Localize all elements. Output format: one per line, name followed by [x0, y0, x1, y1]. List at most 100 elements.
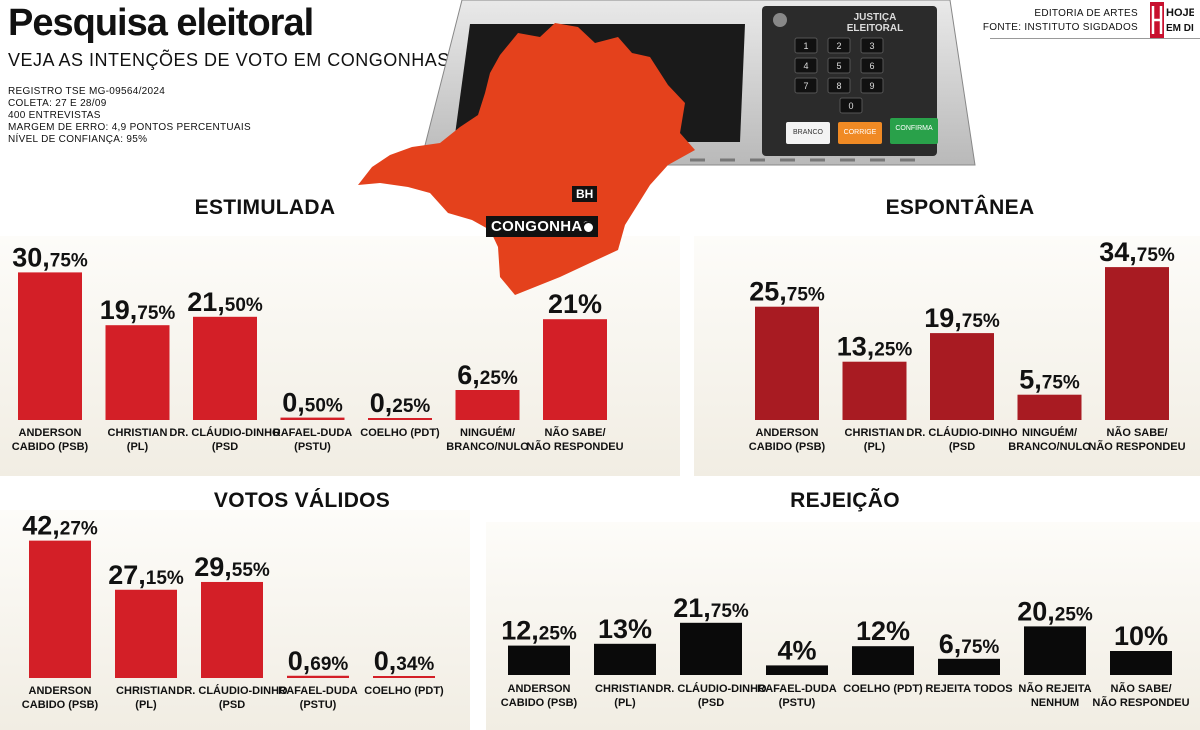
- meta-entrevistas: 400 ENTREVISTAS: [8, 110, 101, 121]
- category-label-line: NENHUM: [1030, 697, 1080, 709]
- category-label-line: CABIDO (PSB): [748, 441, 826, 453]
- estimulada-title: ESTIMULADA: [194, 196, 336, 219]
- svg-text:8: 8: [836, 81, 841, 91]
- category-label-line: (PL): [135, 699, 157, 711]
- page-subtitle: VEJA AS INTENÇÕES DE VOTO EM CONGONHAS: [8, 50, 450, 70]
- category-label-line: (PL): [614, 697, 636, 709]
- category-label: ANDERSON CABIDO (PSB): [749, 426, 825, 454]
- svg-text:ELEITORAL: ELEITORAL: [847, 23, 903, 34]
- category-label: CHRISTIAN (PL): [595, 682, 655, 710]
- rejeicao-chart: 12,25% 13% 21,75% 4% 12% 6,75% 20,25% 10% ANDERS…: [486, 560, 1200, 730]
- bar: [373, 676, 435, 678]
- category-label-line: COELHO (PDT): [843, 683, 923, 695]
- validos-title: VOTOS VÁLIDOS: [213, 489, 391, 512]
- bar-value-label: 34,75%: [1099, 237, 1175, 267]
- bar: [105, 325, 170, 420]
- bar: [755, 306, 819, 420]
- category-label-line: ANDERSON: [755, 427, 819, 439]
- category-label-line: (PSTU): [294, 441, 331, 453]
- bar: [766, 665, 828, 675]
- validos-chart: 42,27% 27,15% 29,55% 0,69% 0,34% ANDERSON CABI…: [0, 500, 470, 730]
- bar: [594, 643, 656, 675]
- category-label-line: RAFAEL-DUDA: [272, 427, 353, 439]
- category-label-line: CABIDO (PSB): [500, 697, 578, 709]
- bar: [1110, 651, 1172, 675]
- espontanea-title: ESPONTÂNEA: [885, 196, 1035, 219]
- category-label-line: ANDERSON: [507, 683, 571, 695]
- bar-value-label: 13%: [598, 614, 652, 644]
- map-label-congonhas: CONGONHAS: [486, 216, 598, 237]
- meta-confianca: NÍVEL DE CONFIANÇA: 95%: [8, 134, 148, 145]
- bar: [18, 272, 82, 420]
- category-label-line: CABIDO (PSB): [21, 699, 99, 711]
- category-label-line: (PL): [863, 441, 886, 453]
- credit-fonte: FONTE: INSTITUTO SIGDADOS: [982, 22, 1138, 33]
- category-label: COELHO (PDT): [843, 682, 922, 696]
- bar: [29, 540, 91, 678]
- estimulada-chart: 30,75% 19,75% 21,50% 0,50% 0,25% 6,25% 21% ANDE…: [0, 230, 680, 480]
- category-label-line: NÃO RESPONDEU: [1092, 697, 1190, 709]
- category-label: RAFAEL-DUDA (PSTU): [273, 426, 352, 454]
- svg-text:3: 3: [869, 41, 874, 51]
- category-label: DR. CLÁUDIO-DINHO (PSD: [169, 426, 280, 454]
- bar-value-label: 5,75%: [1019, 365, 1080, 395]
- bar-value-label: 0,50%: [282, 388, 343, 418]
- svg-text:4: 4: [803, 61, 808, 71]
- bar: [115, 589, 177, 678]
- category-label: REJEITA TODOS: [925, 682, 1012, 696]
- svg-text:9: 9: [869, 81, 874, 91]
- svg-text:EM DIA: EM DIA: [1166, 23, 1194, 34]
- category-label-line: DR. CLÁUDIO-DINHO: [655, 683, 767, 695]
- category-label-line: NÃO RESPONDEU: [526, 441, 624, 453]
- category-label-line: COELHO (PDT): [360, 427, 440, 439]
- category-label-line: (PSD: [211, 441, 239, 453]
- bar-value-label: 0,69%: [288, 646, 349, 676]
- bar-value-label: 6,25%: [457, 360, 518, 390]
- category-label-line: DR. CLÁUDIO-DINHO: [176, 685, 288, 697]
- bar-value-label: 29,55%: [194, 552, 270, 582]
- category-label: ANDERSON CABIDO (PSB): [22, 684, 98, 712]
- bar: [1017, 394, 1082, 420]
- rejeicao-title: REJEIÇÃO: [790, 489, 900, 512]
- category-label-line: NÃO RESPONDEU: [1088, 441, 1186, 453]
- bar-value-label: 0,25%: [370, 388, 431, 418]
- map-label-bh: BH: [572, 186, 598, 202]
- espontanea-chart: 25,75% 13,25% 19,75% 5,75% 34,75% ANDERSON CAB…: [694, 220, 1200, 480]
- category-label: CHRISTIAN (PL): [116, 684, 176, 712]
- bar-value-label: 10%: [1114, 621, 1168, 651]
- bar-value-label: 21,75%: [673, 593, 749, 623]
- category-label-line: NÃO SABE/: [1106, 427, 1168, 439]
- bar-value-label: 42,27%: [22, 511, 98, 541]
- category-label-line: (PSD: [697, 697, 725, 709]
- category-label-line: NÃO SABE/: [1110, 683, 1172, 695]
- category-label-line: (PSTU): [299, 699, 337, 711]
- bar-value-label: 27,15%: [108, 560, 184, 590]
- svg-text:7: 7: [803, 81, 808, 91]
- category-label-line: DR. CLÁUDIO-DINHO: [906, 427, 1018, 439]
- category-label: ANDERSON CABIDO (PSB): [501, 682, 577, 710]
- category-label-line: BRANCO/NULO: [446, 441, 529, 453]
- category-label: DR. CLÁUDIO-DINHO (PSD: [176, 684, 287, 712]
- category-label-line: (PSTU): [778, 697, 816, 709]
- svg-text:6: 6: [869, 61, 874, 71]
- bar-chart-svg: 42,27% 27,15% 29,55% 0,69% 0,34%: [22, 511, 435, 678]
- bar-value-label: 30,75%: [12, 242, 88, 272]
- category-label: NINGUÉM/BRANCO/NULO: [1008, 426, 1091, 454]
- category-label: RAFAEL-DUDA (PSTU): [757, 682, 836, 710]
- category-label-line: ANDERSON: [18, 427, 82, 439]
- category-label: NÃO SABE/NÃO RESPONDEU: [1092, 682, 1189, 710]
- category-label-line: COELHO (PDT): [364, 685, 444, 697]
- bar: [938, 658, 1000, 675]
- category-label-line: CHRISTIAN: [107, 427, 168, 439]
- meta-margem: MARGEM DE ERRO: 4,9 PONTOS PERCENTUAIS: [8, 122, 251, 133]
- bar: [508, 645, 570, 675]
- credit-editoria: EDITORIA DE ARTES: [1034, 8, 1138, 19]
- category-label-line: NÃO SABE/: [544, 427, 606, 439]
- category-label: NÃO REJEITA NENHUM: [1018, 682, 1091, 710]
- svg-text:BRANCO: BRANCO: [793, 129, 824, 136]
- svg-text:1: 1: [803, 41, 808, 51]
- bar-value-label: 25,75%: [749, 277, 825, 307]
- category-label-line: NÃO REJEITA: [1018, 683, 1092, 695]
- category-label: CHRISTIAN (PL): [845, 426, 905, 454]
- category-label: NÃO SABE/NÃO RESPONDEU: [1088, 426, 1185, 454]
